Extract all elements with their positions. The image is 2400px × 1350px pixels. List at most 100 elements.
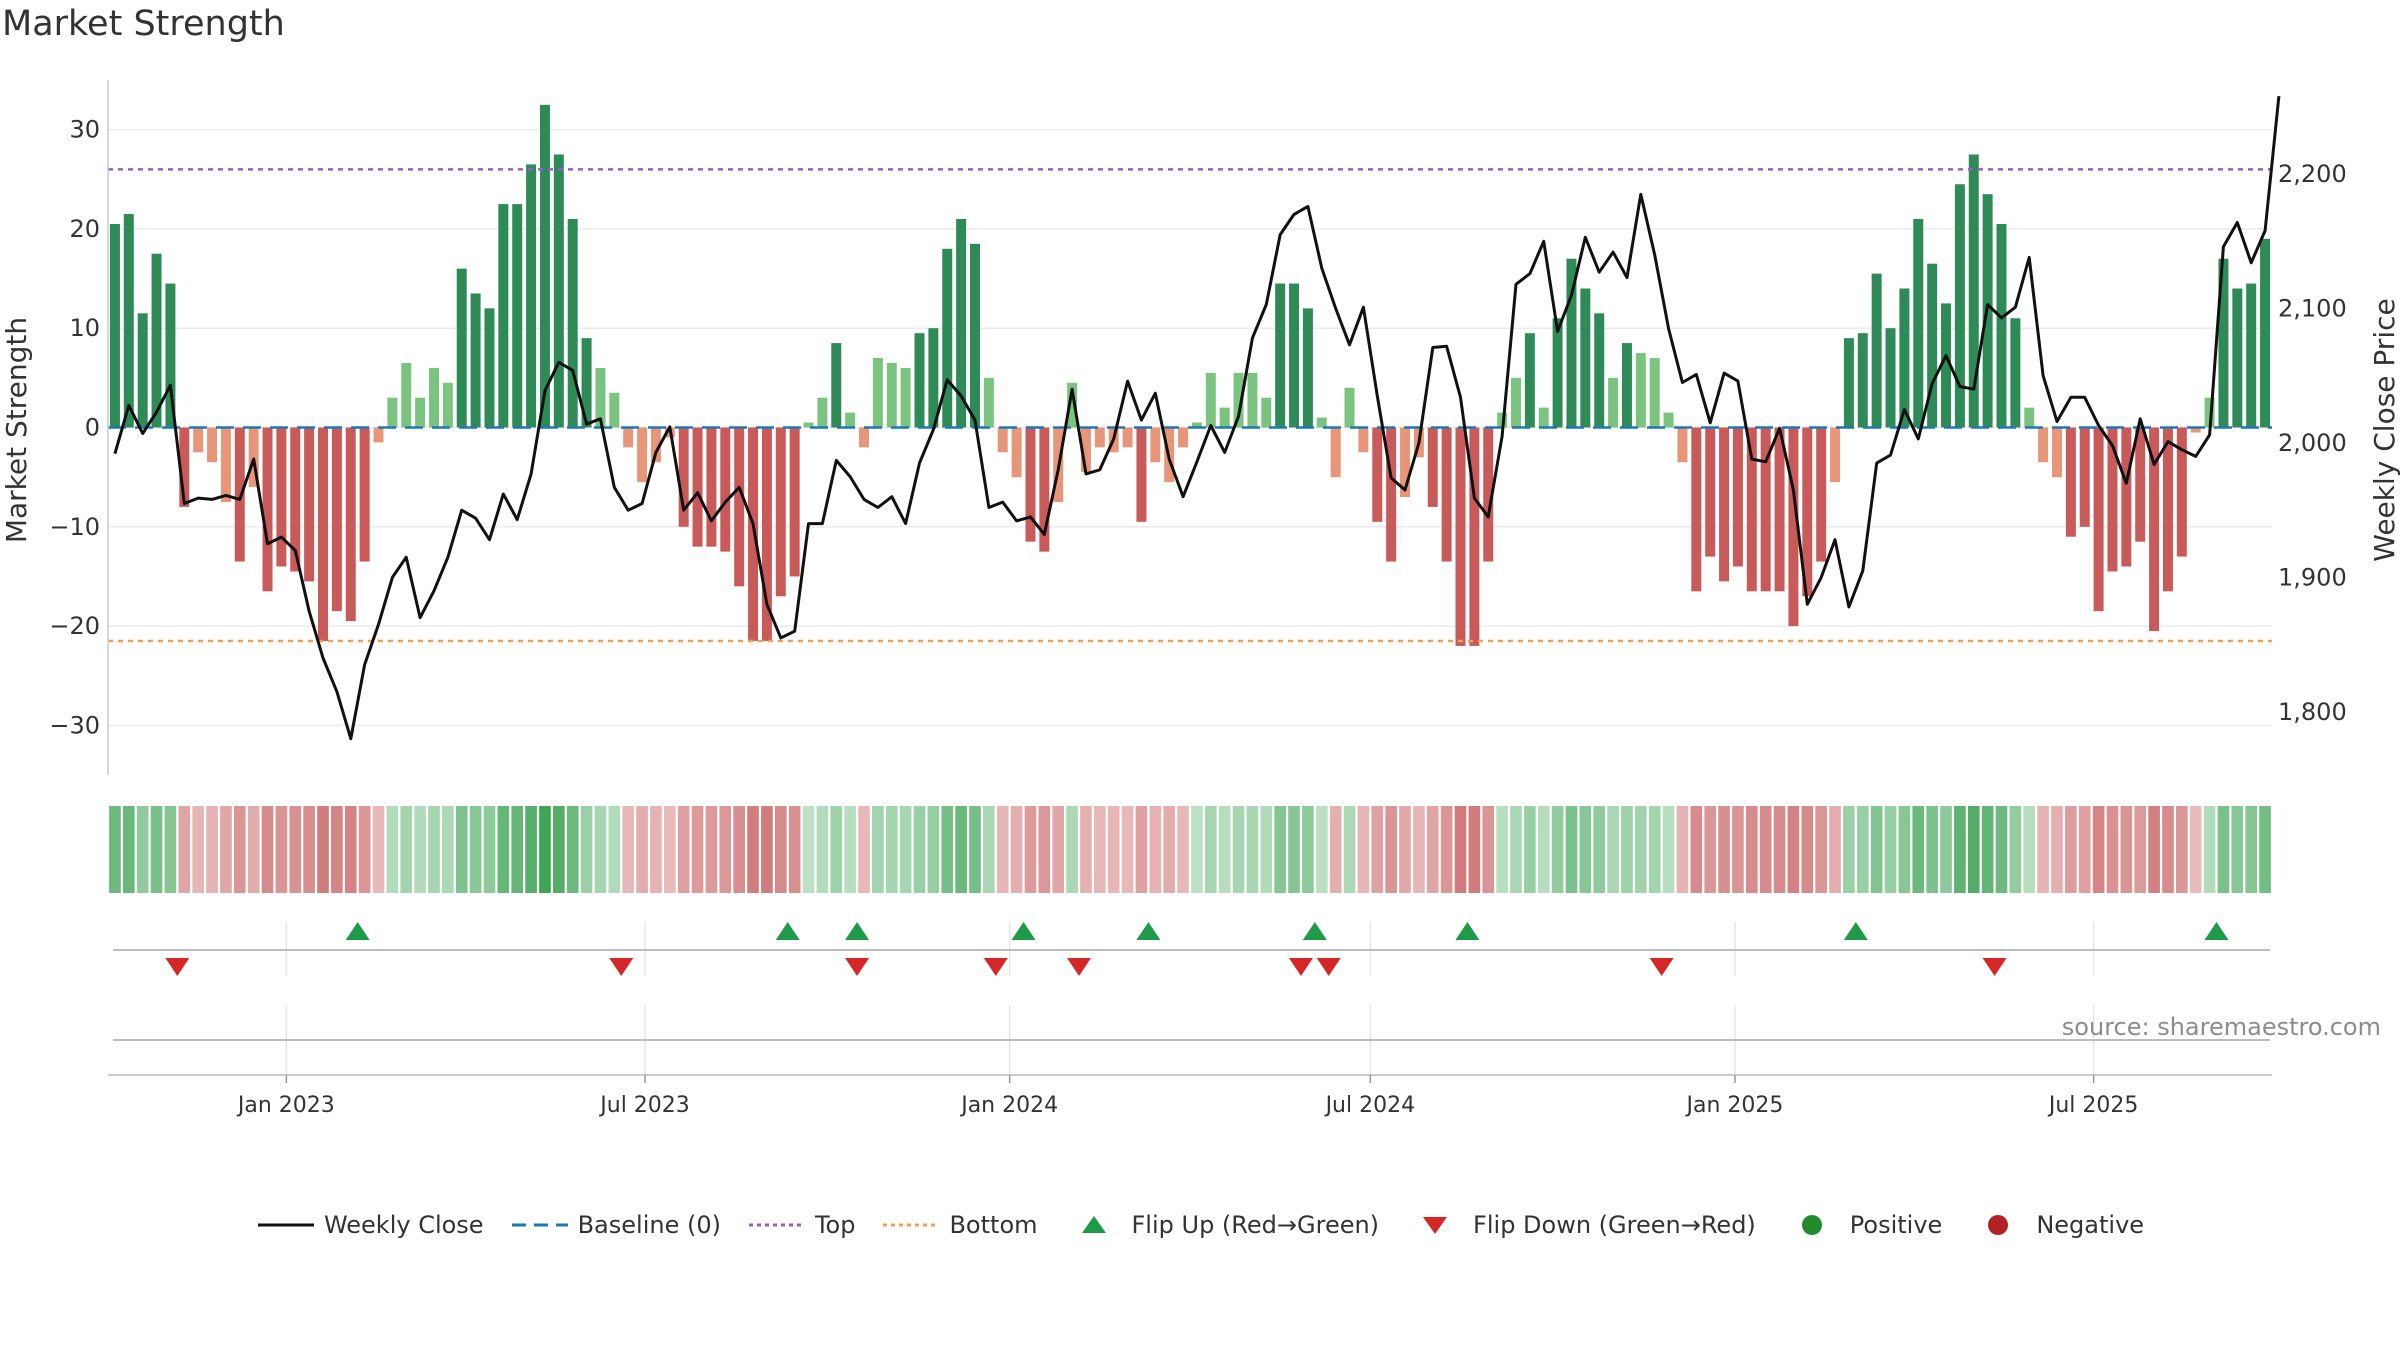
legend-item-flip_down: Flip Down (Green→Red) (1405, 1210, 1756, 1240)
strength-bar (2176, 427, 2187, 557)
strength-strip-cell (372, 806, 385, 893)
strength-bar (1677, 427, 1688, 463)
strength-strip-cell (1954, 806, 1966, 893)
strength-bar (1261, 397, 1272, 428)
strength-strip-cell (1787, 806, 1800, 893)
strength-bar (1275, 283, 1286, 428)
strength-strip-cell (1940, 806, 1952, 893)
strength-bar (290, 427, 301, 572)
chart-title: Market Strength (2, 4, 285, 44)
strength-strip-cell (1149, 806, 1162, 893)
strength-strip-cell (1635, 806, 1647, 893)
strength-bar (942, 248, 953, 428)
strength-strip-cell (1329, 806, 1342, 893)
strength-bar (2260, 238, 2271, 428)
strength-strip-cell (261, 806, 274, 893)
strength-bar (1941, 303, 1952, 428)
strength-bar (512, 204, 523, 428)
strength-bar (2024, 407, 2035, 428)
strength-bar (151, 253, 162, 428)
strength-strip-cell (677, 806, 690, 893)
strength-strip-cell (122, 806, 135, 893)
strength-strip-cell (969, 806, 981, 893)
flip-down-marker (1067, 958, 1092, 976)
strength-strip-cell (1579, 806, 1592, 893)
strength-bar (720, 427, 731, 552)
strength-strip-cell (2037, 806, 2049, 893)
strength-bar (193, 427, 204, 453)
strength-strip-cell (802, 806, 815, 893)
strength-strip-cell (872, 806, 884, 893)
strength-bar (983, 377, 994, 428)
strength-strip-cell (1399, 806, 1411, 893)
y-tick-label-left: 0 (85, 414, 100, 442)
strength-bar (706, 427, 717, 547)
strength-strip-cell (1537, 806, 1550, 893)
strength-strip-cell (1052, 806, 1065, 893)
strength-bar (2135, 427, 2146, 542)
strength-strip-cell (941, 806, 954, 893)
strength-strip-cell (594, 806, 607, 893)
strength-bar (1760, 427, 1771, 592)
strength-bar (1580, 288, 1591, 428)
strength-strip-cell (1510, 806, 1522, 893)
strength-bar (775, 427, 786, 597)
market-strength-chart: 30 20 10 0 −10 −20 −30 2,200 2,100 2,000 1,900 1,80… (0, 80, 2400, 1118)
legend-symbol-flip_up (1081, 1216, 1106, 1233)
y-tick-label-right: 2,200 (2278, 160, 2347, 188)
strength-strip-cell (719, 806, 732, 893)
strength-bar (484, 308, 495, 428)
reference-lines (108, 168, 2272, 643)
strength-bar (831, 343, 842, 428)
x-tick-label: Jul 2023 (598, 1093, 690, 1118)
strength-strip-cell (1593, 806, 1606, 893)
strength-strip-cell (2176, 806, 2188, 893)
strength-strip-cell (1524, 806, 1536, 893)
strength-bar (2149, 427, 2160, 632)
strength-strip-cell (414, 806, 426, 893)
grid (108, 128, 2272, 1077)
strength-strip-cell (1745, 806, 1758, 893)
legend-symbol-positive (1801, 1215, 1822, 1235)
strength-strip-cell (2023, 806, 2036, 893)
strength-bar (345, 427, 356, 622)
strength-strip-cell (164, 806, 177, 893)
strength-bar (1816, 427, 1827, 562)
strength-bar (1372, 427, 1383, 522)
weekly-close-line (113, 95, 2281, 741)
strength-bar (1732, 427, 1743, 567)
strength-bar (442, 382, 453, 428)
strength-bar (2218, 258, 2229, 428)
strength-bar (1011, 427, 1022, 478)
legend-label: Weekly Close (323, 1211, 484, 1239)
legend-label: Negative (2036, 1211, 2145, 1239)
strength-strip-cell (1607, 806, 1619, 893)
strength-bar (1178, 427, 1189, 448)
y-tick-label-left: −10 (49, 513, 100, 541)
strength-strip-cell (650, 806, 662, 893)
legend-label: Flip Up (Red→Green) (1131, 1211, 1380, 1239)
y-axis-title-left: Market Strength (0, 317, 33, 543)
strength-bar (1552, 318, 1563, 428)
strength-bar (109, 223, 120, 428)
strength-bar (1746, 427, 1757, 592)
legend-symbol-flip_down (1423, 1217, 1448, 1234)
strength-bar (845, 412, 856, 428)
flip-up-marker (2204, 922, 2229, 940)
strength-bar (220, 427, 231, 502)
strength-strip-cell (553, 806, 565, 893)
legend-item-bottom: Bottom (881, 1210, 1038, 1240)
strength-bar (2162, 427, 2173, 592)
strength-strip-cell (1426, 806, 1439, 893)
strength-strip-cell (1302, 806, 1314, 893)
strength-strip-cell (2134, 806, 2147, 893)
strength-strip-cell (1066, 806, 1078, 893)
strength-bar (359, 427, 370, 562)
strength-strip-cell (428, 806, 440, 893)
strength-bar (2232, 288, 2243, 428)
strength-bar (734, 427, 745, 587)
strength-bar (1136, 427, 1147, 522)
legend-symbol-baseline (511, 1223, 568, 1227)
strength-strip-cell (830, 806, 843, 893)
strength-strip-cell (1884, 806, 1897, 893)
